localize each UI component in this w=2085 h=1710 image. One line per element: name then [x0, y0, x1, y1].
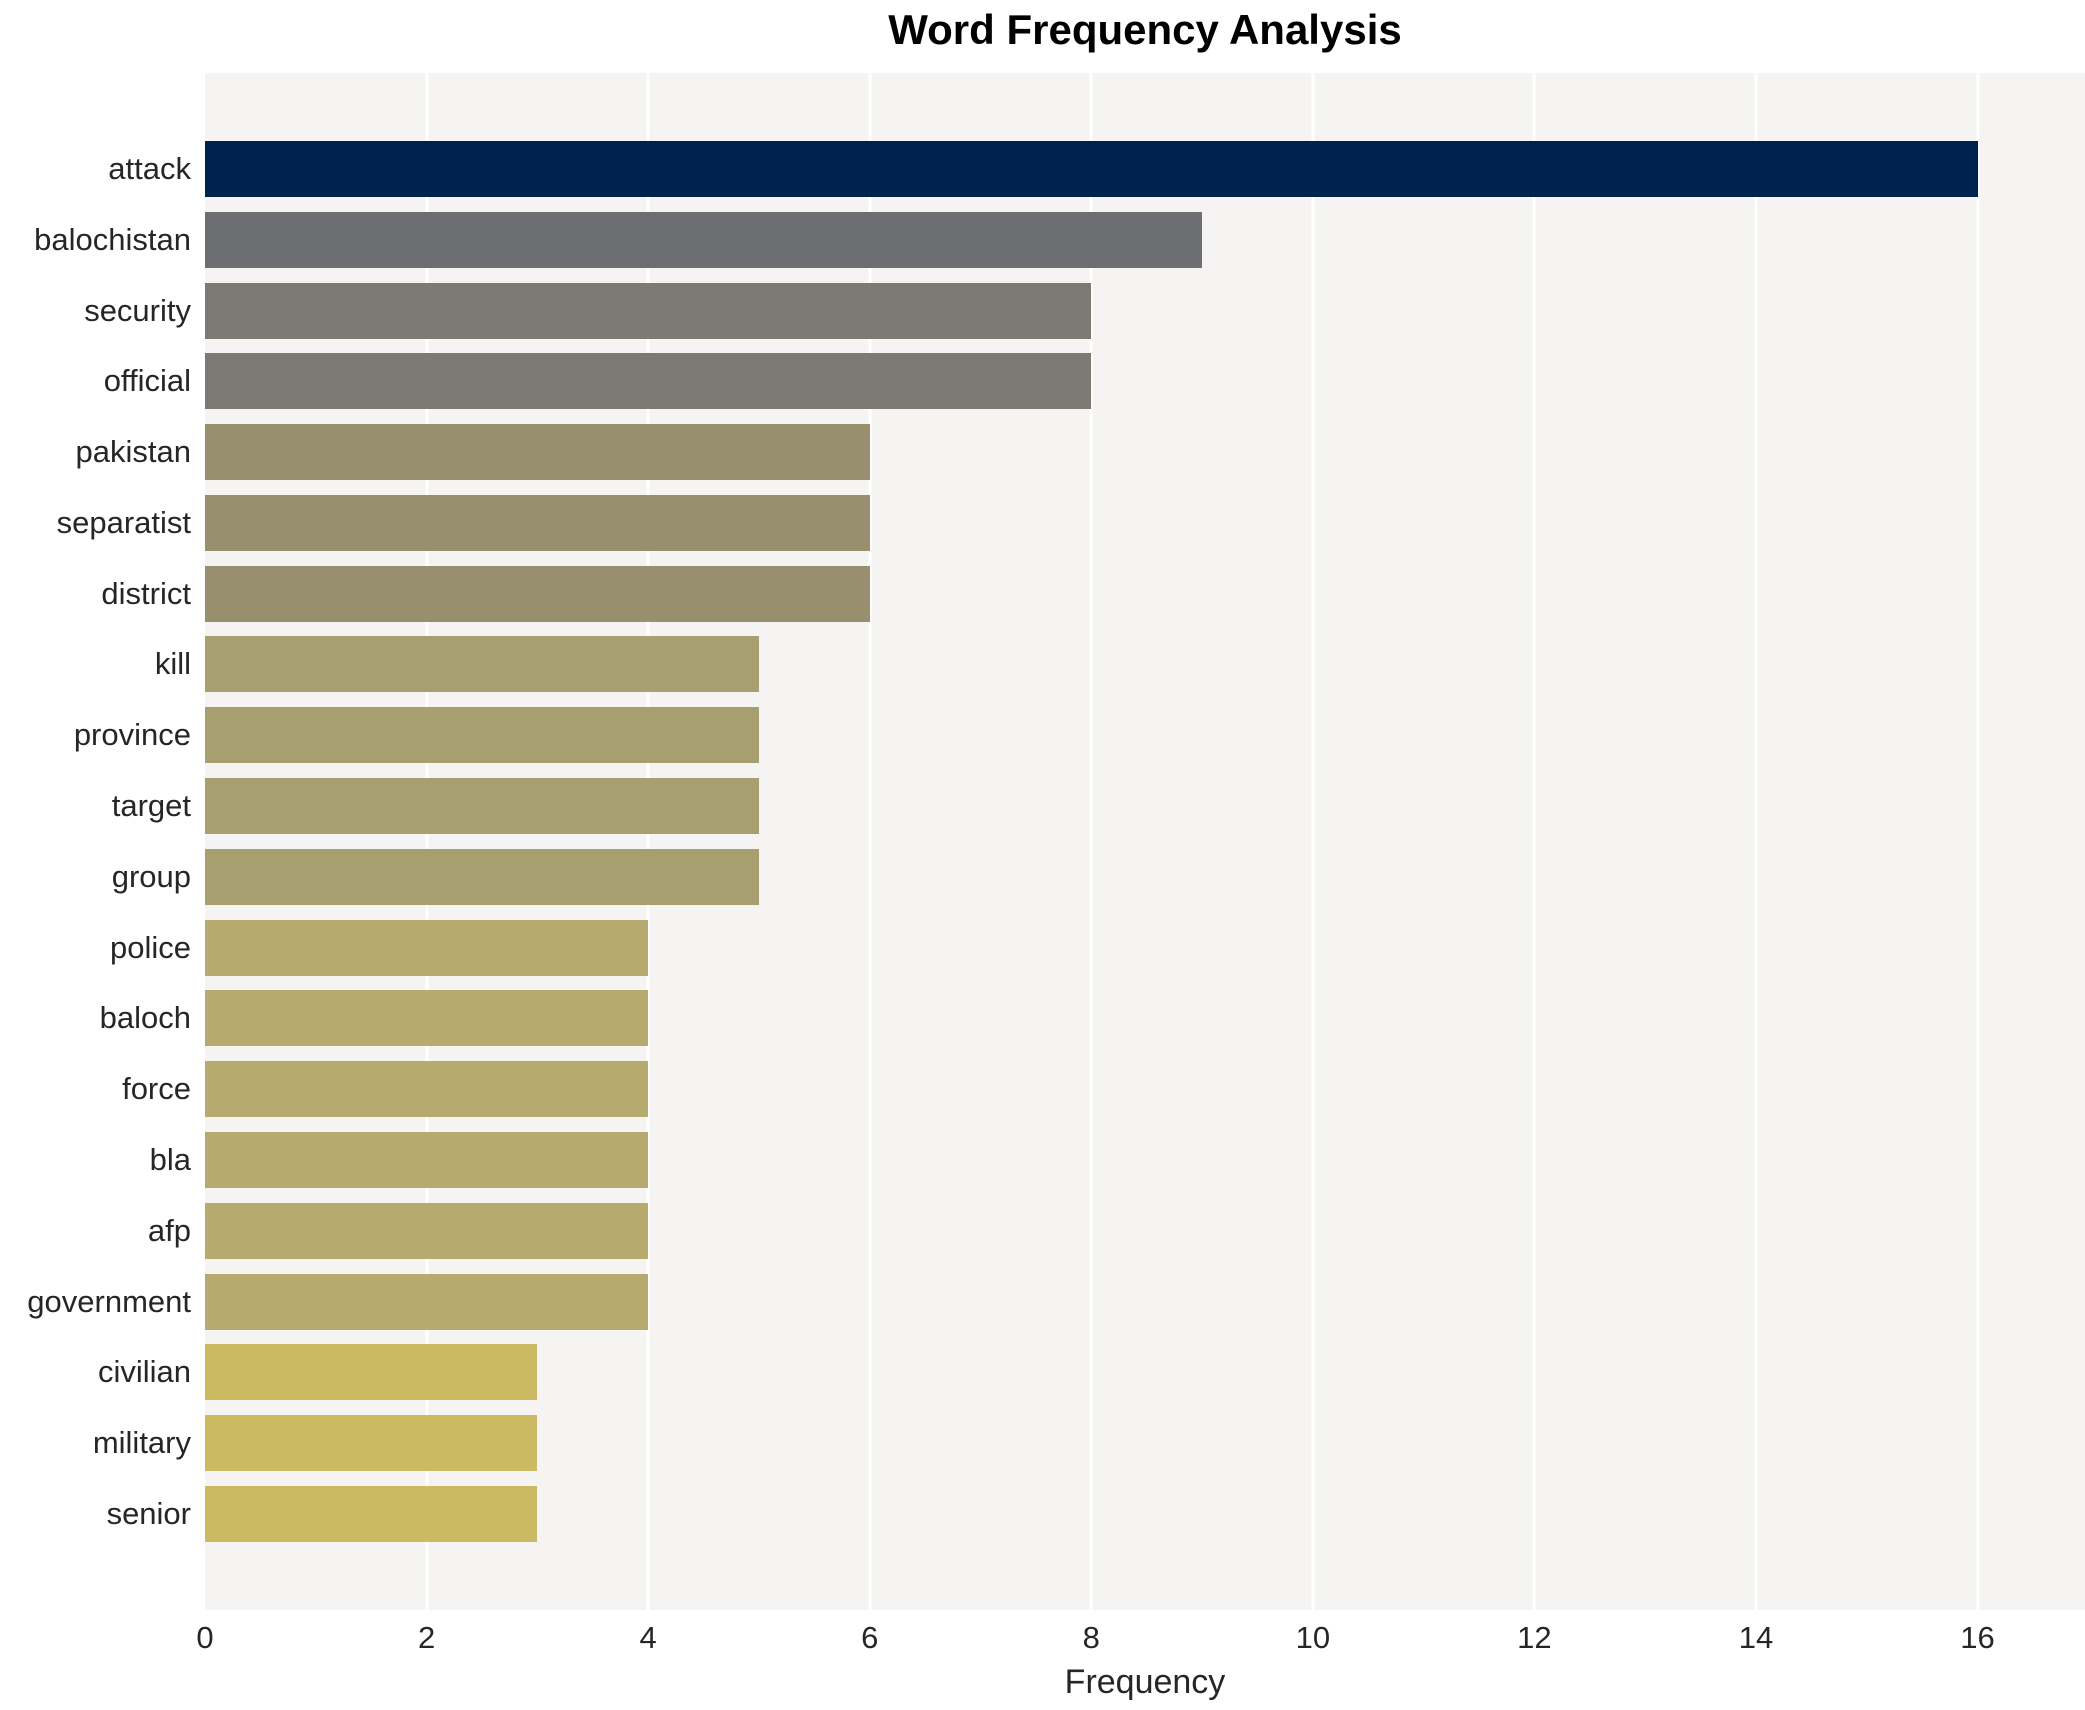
bar-row: official — [0, 353, 2085, 410]
x-tick-label: 4 — [639, 1620, 657, 1655]
bar — [205, 1485, 538, 1542]
bar-label: civilian — [97, 1354, 191, 1390]
bar — [205, 990, 649, 1047]
bar-label: official — [103, 363, 191, 399]
bar-row: government — [0, 1273, 2085, 1330]
bar — [205, 1344, 538, 1401]
bar-row: group — [0, 848, 2085, 905]
bar — [205, 494, 870, 551]
bar — [205, 636, 759, 693]
bar-row: security — [0, 282, 2085, 339]
bar-row: force — [0, 1061, 2085, 1118]
bar-row: province — [0, 707, 2085, 764]
bar — [205, 848, 759, 905]
bar-label: pakistan — [75, 434, 191, 470]
gridline — [1532, 73, 1536, 1610]
gridline — [1089, 73, 1093, 1610]
bar-label: group — [111, 858, 191, 894]
x-tick-label: 0 — [196, 1620, 214, 1655]
gridline — [1311, 73, 1315, 1610]
bar-label: military — [92, 1425, 191, 1461]
x-axis-ticks: 0 2 4 6 8 10 12 14 16 — [196, 1620, 2085, 1660]
bar-label: target — [111, 788, 191, 824]
bar-row: balochistan — [0, 211, 2085, 268]
bar-row: separatist — [0, 494, 2085, 551]
x-tick-label: 2 — [417, 1620, 436, 1655]
x-tick-label: 16 — [1960, 1620, 1995, 1655]
gridline — [425, 73, 429, 1610]
bar — [205, 1202, 649, 1259]
bar — [205, 141, 1978, 197]
bar-row: police — [0, 919, 2085, 976]
bar-row: baloch — [0, 990, 2085, 1047]
bar-label: province — [73, 717, 191, 753]
bar-row: military — [0, 1415, 2085, 1472]
bar-row: afp — [0, 1202, 2085, 1259]
bar-row: bla — [0, 1131, 2085, 1188]
bar — [205, 707, 759, 764]
gridline — [646, 73, 650, 1610]
bar-row: district — [0, 565, 2085, 622]
bar-rows: attack balochistan security official pakista… — [0, 73, 2085, 1610]
bar-label: baloch — [99, 1000, 191, 1036]
bar-label: separatist — [56, 504, 191, 540]
gridline — [1976, 73, 1980, 1610]
bar-row: civilian — [0, 1344, 2085, 1401]
bar-row: senior — [0, 1485, 2085, 1542]
bar — [205, 211, 1203, 268]
bar — [205, 778, 759, 835]
bar-label: police — [110, 929, 191, 965]
gridline — [868, 73, 872, 1610]
bar — [205, 282, 1092, 339]
chart-title: Word Frequency Analysis — [888, 6, 1402, 53]
bar-label: bla — [149, 1141, 191, 1177]
bar-label: senior — [106, 1495, 191, 1531]
gridline — [1754, 73, 1758, 1610]
bar-label: kill — [154, 646, 191, 682]
bar-label: district — [101, 575, 191, 611]
bar — [205, 424, 870, 481]
x-tick-label: 6 — [861, 1620, 879, 1655]
x-tick-label: 8 — [1082, 1620, 1100, 1655]
bar-label: afp — [147, 1212, 191, 1248]
bar-label: government — [27, 1283, 191, 1319]
bar-label: attack — [108, 151, 191, 186]
x-tick-label: 14 — [1738, 1620, 1774, 1655]
bar — [205, 1061, 649, 1118]
bar — [205, 353, 1092, 410]
bar-label: balochistan — [34, 221, 191, 257]
bar-row: attack — [0, 141, 2085, 197]
bar-label: security — [84, 292, 191, 328]
bar-row: pakistan — [0, 424, 2085, 481]
bar — [205, 919, 649, 976]
x-tick-label: 12 — [1517, 1620, 1552, 1655]
bar-row: kill — [0, 636, 2085, 693]
bar — [205, 1273, 649, 1330]
bar-label: force — [122, 1071, 191, 1107]
bar-row: target — [0, 778, 2085, 835]
bar — [205, 565, 870, 622]
x-axis-label: Frequency — [1064, 1663, 1226, 1701]
bar — [205, 1131, 649, 1188]
x-tick-label: 10 — [1295, 1620, 1331, 1655]
bar — [205, 1415, 538, 1472]
